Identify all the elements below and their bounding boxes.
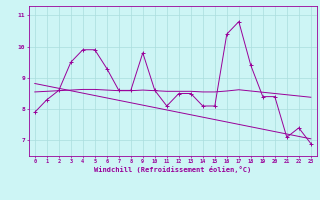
X-axis label: Windchill (Refroidissement éolien,°C): Windchill (Refroidissement éolien,°C) bbox=[94, 166, 252, 173]
